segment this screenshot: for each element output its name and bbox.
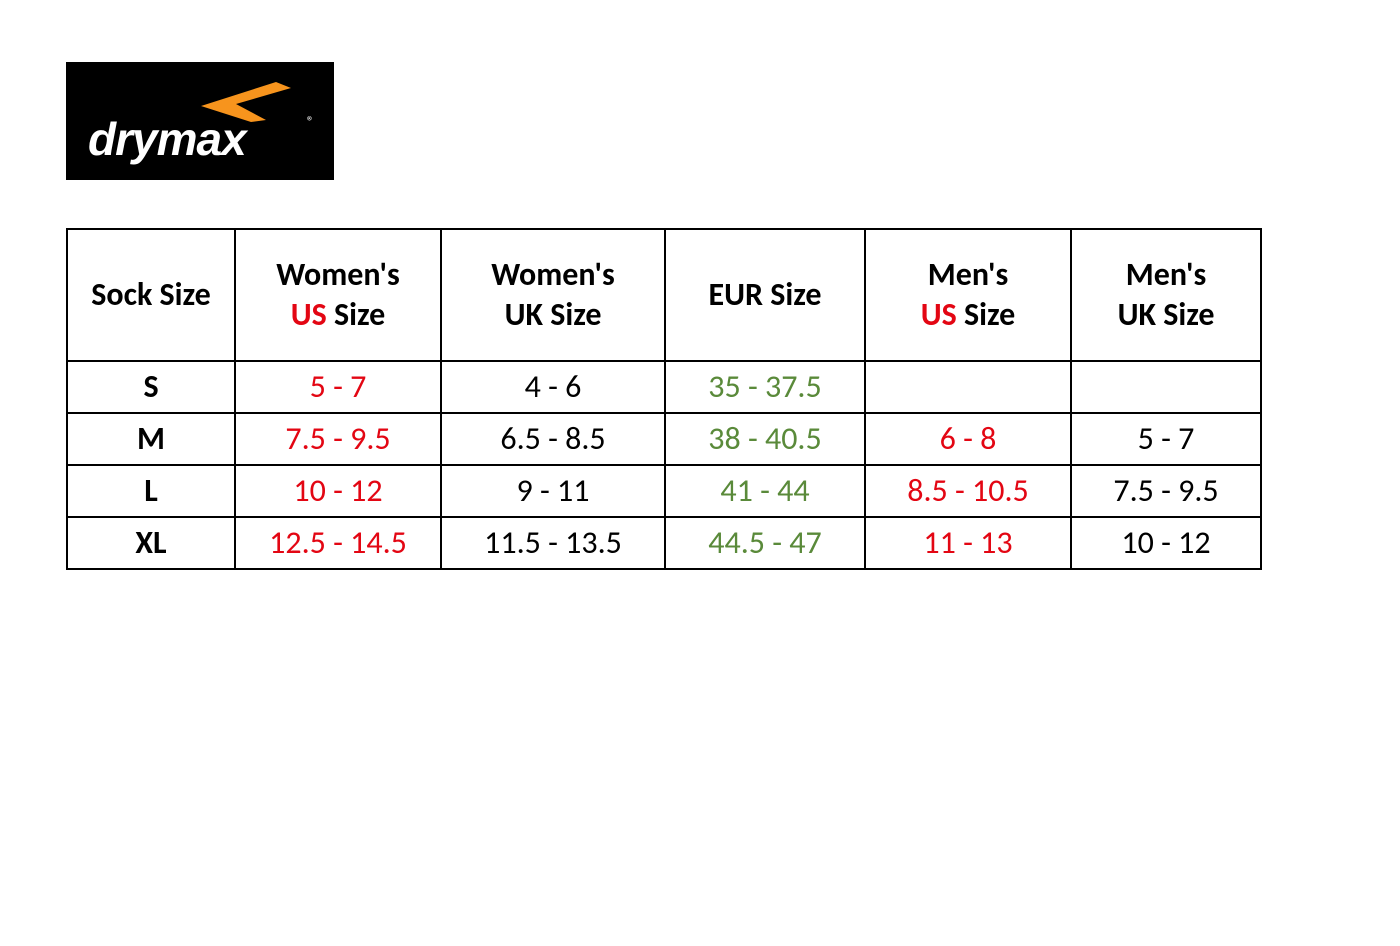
cell-sock-size: M — [67, 413, 235, 465]
header-size-word: Size — [334, 295, 385, 334]
header-region-us: US — [921, 295, 957, 334]
cell-mens-uk: 7.5 - 9.5 — [1071, 465, 1261, 517]
header-label: Women's US Size — [236, 255, 440, 335]
cell-mens-us: 8.5 - 10.5 — [865, 465, 1071, 517]
cell-eur: 44.5 - 47 — [665, 517, 865, 569]
cell-eur: 41 - 44 — [665, 465, 865, 517]
cell-eur: 35 - 37.5 — [665, 361, 865, 413]
cell-sock-size: L — [67, 465, 235, 517]
cell-mens-uk — [1071, 361, 1261, 413]
page: drymax ® Sock Size Women's US Size — [0, 0, 1400, 946]
brand-logo: drymax ® — [66, 62, 334, 180]
cell-womens-us: 7.5 - 9.5 — [235, 413, 441, 465]
table-row: S 5 - 7 4 - 6 35 - 37.5 — [67, 361, 1261, 413]
col-header-sock-size: Sock Size — [67, 229, 235, 361]
header-line1: Women's — [491, 255, 614, 294]
header-size-word: Size — [964, 295, 1015, 334]
header-line1: Women's — [276, 255, 399, 294]
brand-logo-inner: drymax ® — [66, 62, 334, 180]
brand-wordmark: drymax — [88, 116, 246, 162]
header-line2: UK Size — [1118, 295, 1215, 334]
cell-mens-us: 11 - 13 — [865, 517, 1071, 569]
header-region-us: US — [291, 295, 327, 334]
cell-sock-size: XL — [67, 517, 235, 569]
col-header-womens-us: Women's US Size — [235, 229, 441, 361]
cell-womens-us: 5 - 7 — [235, 361, 441, 413]
cell-eur: 38 - 40.5 — [665, 413, 865, 465]
header-label: Men's US Size — [866, 255, 1070, 335]
cell-womens-uk: 11.5 - 13.5 — [441, 517, 665, 569]
table-row: M 7.5 - 9.5 6.5 - 8.5 38 - 40.5 6 - 8 5 … — [67, 413, 1261, 465]
header-label: EUR Size — [666, 275, 864, 315]
cell-womens-uk: 4 - 6 — [441, 361, 665, 413]
col-header-womens-uk: Women's UK Size — [441, 229, 665, 361]
header-line2: UK Size — [505, 295, 602, 334]
col-header-eur: EUR Size — [665, 229, 865, 361]
cell-womens-us: 12.5 - 14.5 — [235, 517, 441, 569]
registered-mark: ® — [307, 113, 314, 130]
cell-mens-us: 6 - 8 — [865, 413, 1071, 465]
header-label: Sock Size — [68, 275, 234, 315]
col-header-mens-us: Men's US Size — [865, 229, 1071, 361]
table-row: XL 12.5 - 14.5 11.5 - 13.5 44.5 - 47 11 … — [67, 517, 1261, 569]
table-body: S 5 - 7 4 - 6 35 - 37.5 M 7.5 - 9.5 6.5 … — [67, 361, 1261, 569]
size-chart-table: Sock Size Women's US Size Women's UK Siz… — [66, 228, 1262, 570]
cell-sock-size: S — [67, 361, 235, 413]
cell-mens-uk: 5 - 7 — [1071, 413, 1261, 465]
cell-mens-us — [865, 361, 1071, 413]
cell-womens-us: 10 - 12 — [235, 465, 441, 517]
cell-womens-uk: 6.5 - 8.5 — [441, 413, 665, 465]
table-header: Sock Size Women's US Size Women's UK Siz… — [67, 229, 1261, 361]
header-line1: Men's — [1126, 255, 1206, 294]
table-row: L 10 - 12 9 - 11 41 - 44 8.5 - 10.5 7.5 … — [67, 465, 1261, 517]
header-label: Men's UK Size — [1072, 255, 1260, 335]
header-row: Sock Size Women's US Size Women's UK Siz… — [67, 229, 1261, 361]
header-label: Women's UK Size — [442, 255, 664, 335]
cell-womens-uk: 9 - 11 — [441, 465, 665, 517]
header-line1: Men's — [928, 255, 1008, 294]
cell-mens-uk: 10 - 12 — [1071, 517, 1261, 569]
col-header-mens-uk: Men's UK Size — [1071, 229, 1261, 361]
